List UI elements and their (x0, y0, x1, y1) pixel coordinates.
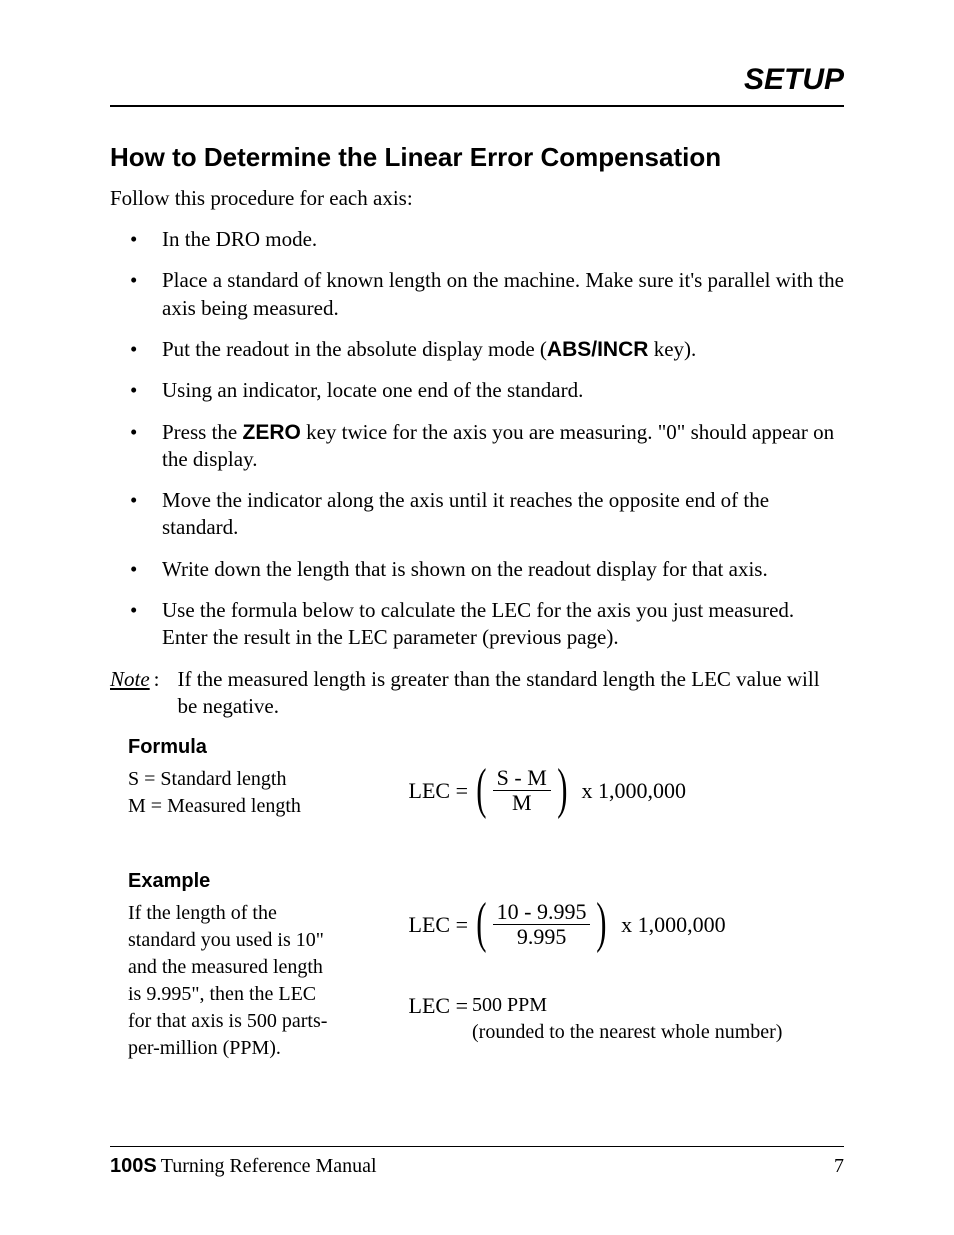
example-result: 500 PPM (rounded to the nearest whole nu… (472, 992, 782, 1046)
example-equations: LEC = ( 10 - 9.995 9.995 ) x 1,000,000 L… (338, 900, 782, 1055)
example-equation-2: LEC = 500 PPM (rounded to the nearest wh… (338, 992, 782, 1046)
list-item: Press the ZERO key twice for the axis yo… (110, 419, 844, 474)
example-block: If the length of the standard you used i… (128, 900, 844, 1062)
footer-manual: 100STurning Reference Manual (110, 1153, 377, 1179)
formula-block: S = Standard length M = Measured length … (128, 766, 844, 820)
formula-equation: LEC = ( S - M M ) x 1,000,000 (338, 766, 686, 815)
procedure-list: In the DRO mode. Place a standard of kno… (110, 226, 844, 652)
paren-right-icon: ) (597, 901, 607, 946)
intro-text: Follow this procedure for each axis: (110, 185, 844, 212)
list-item: Put the readout in the absolute display … (110, 336, 844, 363)
note-text: If the measured length is greater than t… (178, 666, 844, 721)
legend-s: S = Standard length (128, 766, 338, 793)
list-item: Write down the length that is shown on t… (110, 556, 844, 583)
page-title: How to Determine the Linear Error Compen… (110, 141, 844, 175)
example-equation-1: LEC = ( 10 - 9.995 9.995 ) x 1,000,000 (338, 900, 782, 949)
paren-left-icon: ( (476, 901, 486, 946)
list-item: Using an indicator, locate one end of th… (110, 377, 844, 404)
formula-legend: S = Standard length M = Measured length (128, 766, 338, 820)
formula-lhs: LEC = (338, 777, 472, 806)
note-label: Note (110, 666, 154, 721)
formula-heading: Formula (128, 734, 844, 760)
formula-multiplier: x 1,000,000 (581, 777, 686, 806)
paren-right-icon: ) (557, 767, 567, 812)
formula-denominator: M (508, 791, 536, 815)
list-item: Move the indicator along the axis until … (110, 487, 844, 542)
note-colon: : (154, 666, 178, 721)
section-header: SETUP (110, 60, 844, 107)
formula-rhs: ( S - M M ) x 1,000,000 (472, 766, 686, 815)
paren-left-icon: ( (476, 767, 486, 812)
footer-page-number: 7 (834, 1153, 844, 1179)
note: Note: If the measured length is greater … (110, 666, 844, 721)
page-footer: 100STurning Reference Manual 7 (110, 1146, 844, 1179)
legend-m: M = Measured length (128, 793, 338, 820)
section-header-text: SETUP (744, 63, 844, 96)
footer-product: 100S (110, 1155, 157, 1177)
footer-manual-name: Turning Reference Manual (161, 1155, 377, 1177)
example-rhs: ( 10 - 9.995 9.995 ) x 1,000,000 (472, 900, 726, 949)
example-result-lhs: LEC = (338, 992, 472, 1021)
example-numerator: 10 - 9.995 (493, 900, 591, 925)
list-item: In the DRO mode. (110, 226, 844, 253)
example-result-note: (rounded to the nearest whole number) (472, 1019, 782, 1046)
example-multiplier: x 1,000,000 (621, 911, 726, 940)
example-description: If the length of the standard you used i… (128, 900, 338, 1062)
example-result-value: 500 PPM (472, 992, 782, 1019)
example-fraction: 10 - 9.995 9.995 (493, 900, 591, 949)
list-item: Use the formula below to calculate the L… (110, 597, 844, 652)
formula-numerator: S - M (493, 766, 551, 791)
list-item: Place a standard of known length on the … (110, 267, 844, 322)
example-heading: Example (128, 868, 844, 894)
page: SETUP How to Determine the Linear Error … (0, 0, 954, 1235)
example-lhs: LEC = (338, 911, 472, 940)
formula-fraction: S - M M (493, 766, 551, 815)
example-denominator: 9.995 (513, 925, 571, 949)
